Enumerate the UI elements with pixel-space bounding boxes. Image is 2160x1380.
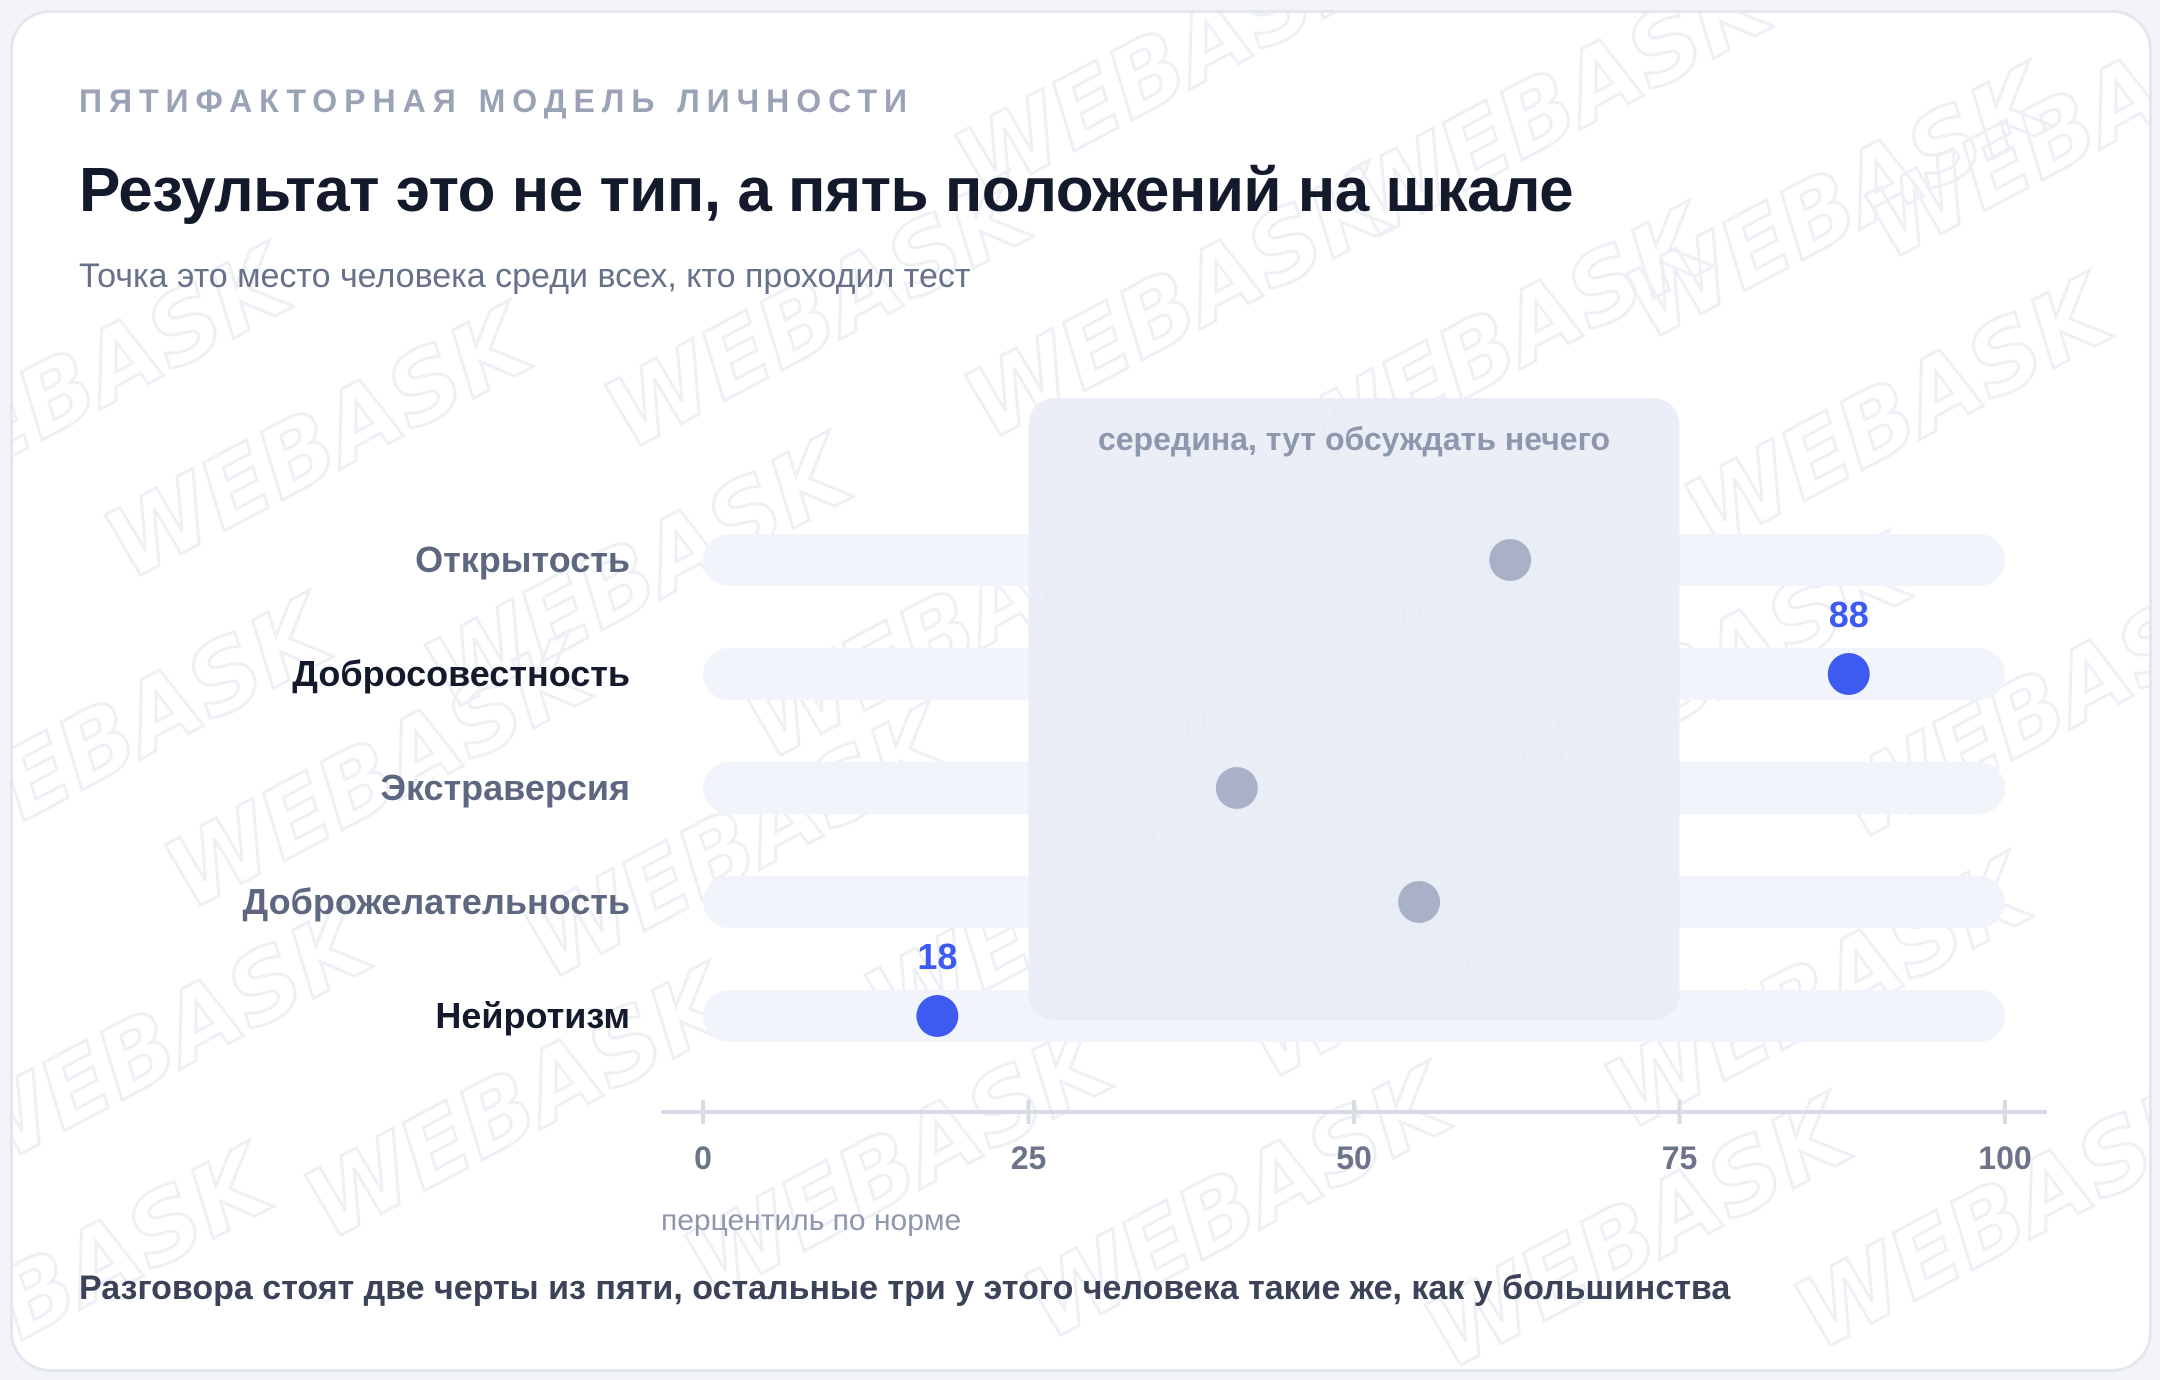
x-tick-label-3: 75: [1662, 1140, 1698, 1176]
x-axis-label: перцентиль по норме: [661, 1204, 961, 1237]
value-label-1: 88: [1829, 594, 1869, 635]
dot-3: [1398, 881, 1441, 923]
dot-1: [1827, 653, 1870, 695]
middle-band-label: середина, тут обсуждать нечего: [1098, 421, 1610, 457]
category-label-1: Добросовестность: [292, 653, 630, 694]
x-tick-label-4: 100: [1978, 1140, 2031, 1176]
dot-4: [916, 995, 959, 1037]
category-label-3: Доброжелательность: [243, 881, 630, 922]
chart-card: WEBASK WEBASK WEBASK WEBASK WEBASK WEBASK WEBA…: [10, 10, 2152, 1372]
category-label-2: Экстраверсия: [380, 767, 630, 808]
value-label-4: 18: [917, 936, 957, 977]
chart-subtitle: Точка это место человека среди всех, кто…: [79, 257, 971, 295]
dot-2: [1215, 767, 1258, 809]
x-tick-label-2: 50: [1336, 1140, 1372, 1176]
x-tick-label-0: 0: [694, 1140, 712, 1176]
dot-0: [1489, 539, 1532, 581]
middle-band: [1028, 398, 1680, 1020]
x-tick-label-1: 25: [1011, 1140, 1047, 1176]
chart-kicker: ПЯТИФАКТОРНАЯ МОДЕЛЬ ЛИЧНОСТИ: [79, 83, 914, 119]
category-label-4: Нейротизм: [435, 995, 630, 1036]
dot-plot: середина, тут обсуждать нечего Открытость…: [243, 398, 2047, 1237]
chart-title: Результат это не тип, а пять положений н…: [79, 156, 1574, 225]
footer-note: Разговора стоят две черты из пяти, остал…: [79, 1269, 1731, 1307]
category-label-0: Открытость: [415, 539, 630, 580]
